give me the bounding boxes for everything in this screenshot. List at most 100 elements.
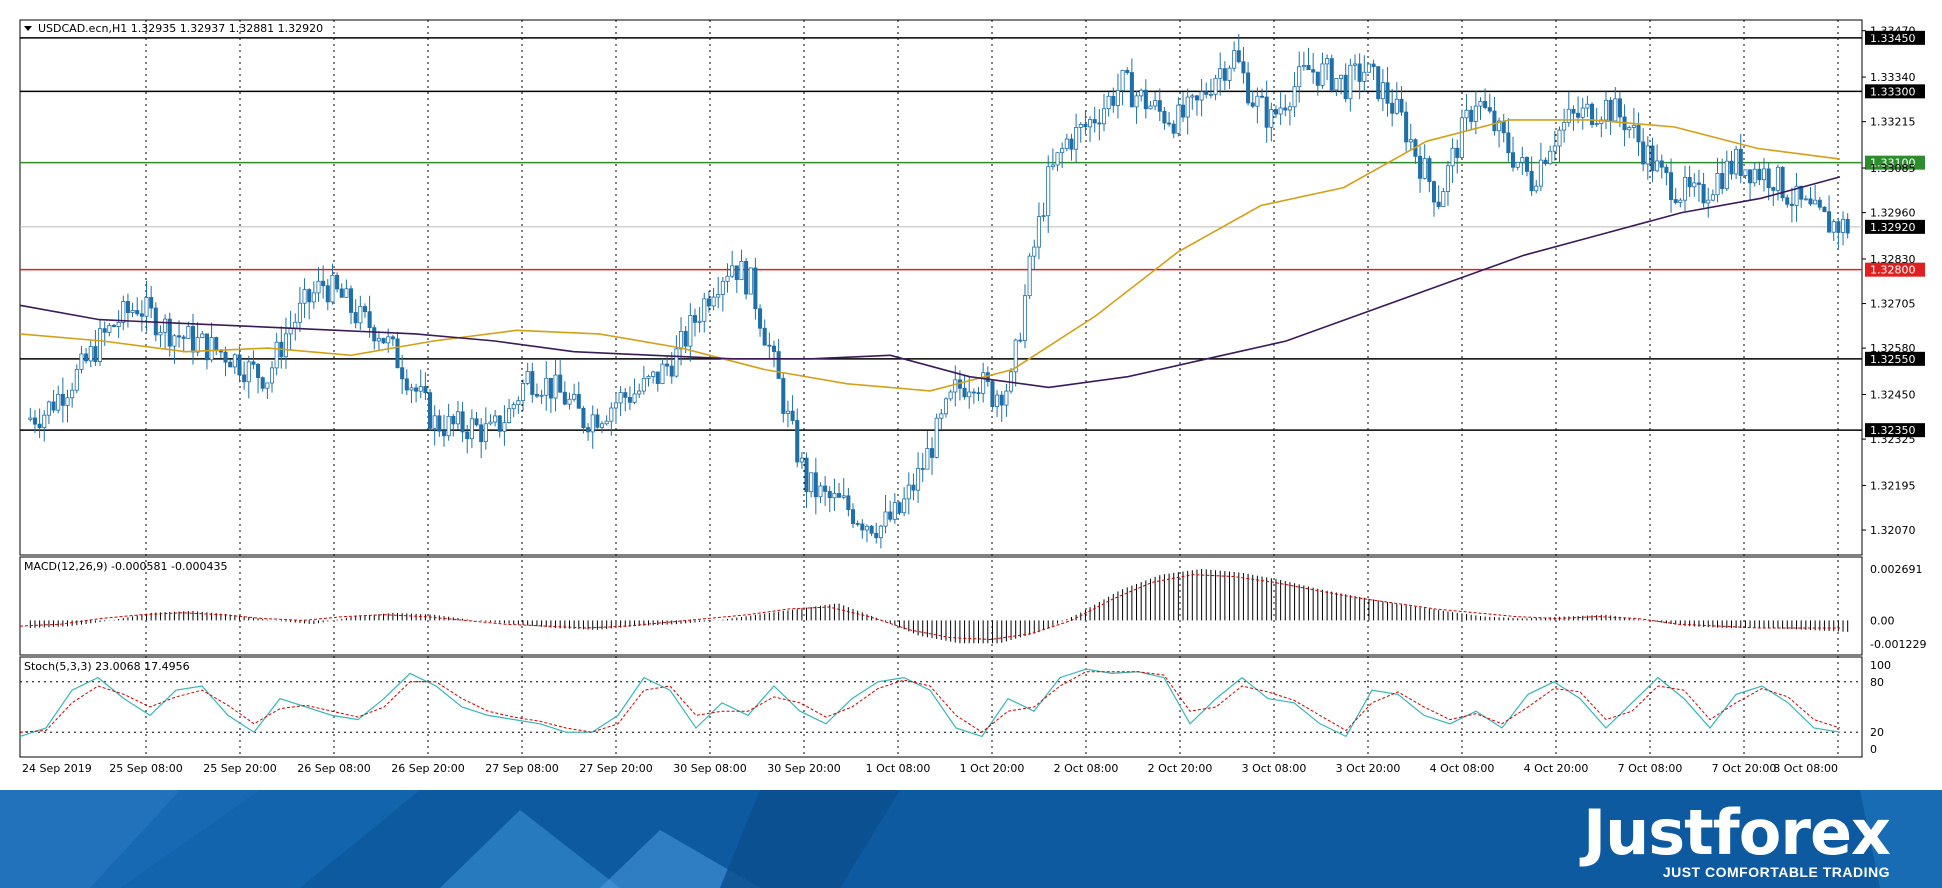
candle-body	[916, 468, 921, 491]
candle-body	[534, 394, 539, 397]
candle-body	[1510, 152, 1516, 168]
candle-body	[1706, 199, 1711, 204]
candle-body	[1710, 194, 1715, 201]
candle-body	[325, 285, 330, 303]
macd-tick-label: 0.002691	[1870, 563, 1923, 576]
candle-body	[1455, 147, 1460, 158]
candle-body	[1366, 63, 1371, 73]
candle-body	[1032, 246, 1037, 257]
candle-body	[627, 397, 632, 403]
candle-body	[1524, 157, 1529, 172]
time-label: 25 Sep 08:00	[109, 762, 182, 775]
candle-body	[1222, 68, 1227, 81]
time-label: 1 Oct 08:00	[866, 762, 931, 775]
level-label: 1.33100	[1870, 157, 1916, 170]
macd-tick-label: 0.00	[1870, 614, 1895, 627]
candle-body	[293, 321, 298, 329]
candle-body	[1069, 138, 1074, 150]
candle-body	[1631, 124, 1636, 128]
candle-body	[223, 351, 228, 363]
candle-body	[446, 415, 451, 437]
candle-body	[316, 280, 321, 294]
candle-body	[1092, 119, 1097, 124]
candle-body	[1715, 173, 1720, 196]
candle-body	[1283, 107, 1288, 111]
candle-body	[1111, 95, 1116, 106]
candle-body	[418, 386, 423, 392]
candle-body	[460, 411, 465, 433]
candle-body	[1208, 93, 1213, 96]
candle-body	[925, 448, 930, 470]
candle-body	[1046, 166, 1051, 217]
candle-body	[618, 392, 623, 404]
candle-body	[1757, 168, 1762, 181]
candle-body	[1343, 74, 1348, 100]
candle-body	[1306, 65, 1311, 71]
candle-body	[163, 318, 168, 333]
price-axis: 1.33470 1.33340 1.33215 1.33085 1.32960 1.328…	[1862, 25, 1916, 537]
candle-body	[1761, 168, 1767, 181]
candle-body	[228, 361, 233, 368]
time-label: 25 Sep 20:00	[203, 762, 276, 775]
candle-body	[1427, 158, 1432, 183]
symbol-dropdown-icon[interactable]	[24, 26, 32, 31]
candle-body	[302, 289, 307, 304]
candle-body	[841, 495, 846, 498]
candle-body	[1483, 101, 1488, 108]
candle-body	[785, 410, 790, 414]
candle-body	[1255, 95, 1260, 107]
candle-body	[242, 374, 247, 383]
candle-body	[1669, 172, 1674, 200]
candle-body	[1329, 58, 1334, 91]
candle-body	[1441, 191, 1446, 207]
stoch-tick-label: 100	[1870, 659, 1891, 672]
horizontal-levels: 1.33450 1.33300 1.33100 1.32800 1.32550 1.323…	[20, 30, 1925, 438]
candle-body	[706, 298, 711, 307]
candle-body	[1018, 339, 1023, 342]
candle-body	[1036, 216, 1041, 248]
candle-body	[971, 391, 976, 394]
candle-body	[753, 267, 758, 310]
candle-body	[967, 391, 972, 398]
candle-body	[237, 354, 242, 376]
candle-body	[943, 398, 948, 415]
candle-body	[878, 525, 883, 539]
candle-body	[1134, 95, 1139, 108]
level-tag	[1865, 423, 1925, 438]
candle-body	[1269, 109, 1274, 128]
candle-body	[1515, 161, 1520, 168]
candle-body	[283, 333, 288, 358]
candle-body	[214, 337, 219, 351]
time-label: 27 Sep 20:00	[579, 762, 652, 775]
candle-body	[1004, 390, 1009, 406]
candle-body	[1664, 166, 1669, 174]
candle-body	[51, 401, 56, 411]
candle-body	[1655, 160, 1660, 172]
candle-body	[1636, 124, 1641, 143]
candle-body	[558, 374, 563, 393]
candle-body	[609, 407, 614, 422]
candle-body	[1562, 121, 1567, 131]
candle-body	[32, 417, 37, 425]
candle-body	[1064, 138, 1069, 149]
candle-body	[1013, 339, 1018, 373]
price-tick-label: 1.33085	[1870, 162, 1916, 175]
level-label: 1.32800	[1870, 264, 1916, 277]
candle-body	[1766, 168, 1771, 189]
time-label: 26 Sep 20:00	[391, 762, 464, 775]
candle-body	[1115, 90, 1120, 106]
candle-body	[186, 326, 191, 339]
candle-body	[1641, 141, 1646, 165]
candle-body	[1789, 203, 1794, 206]
candle-body	[1552, 145, 1557, 152]
candle-body	[135, 310, 140, 315]
candle-body	[920, 468, 925, 470]
candle-body	[1497, 120, 1502, 132]
candle-body	[65, 397, 70, 406]
candle-body	[767, 344, 772, 347]
candle-body	[1301, 65, 1306, 68]
candle-body	[1348, 64, 1353, 100]
candle-body	[1459, 117, 1464, 158]
time-label: 27 Sep 08:00	[485, 762, 558, 775]
candle-body	[1492, 110, 1497, 132]
